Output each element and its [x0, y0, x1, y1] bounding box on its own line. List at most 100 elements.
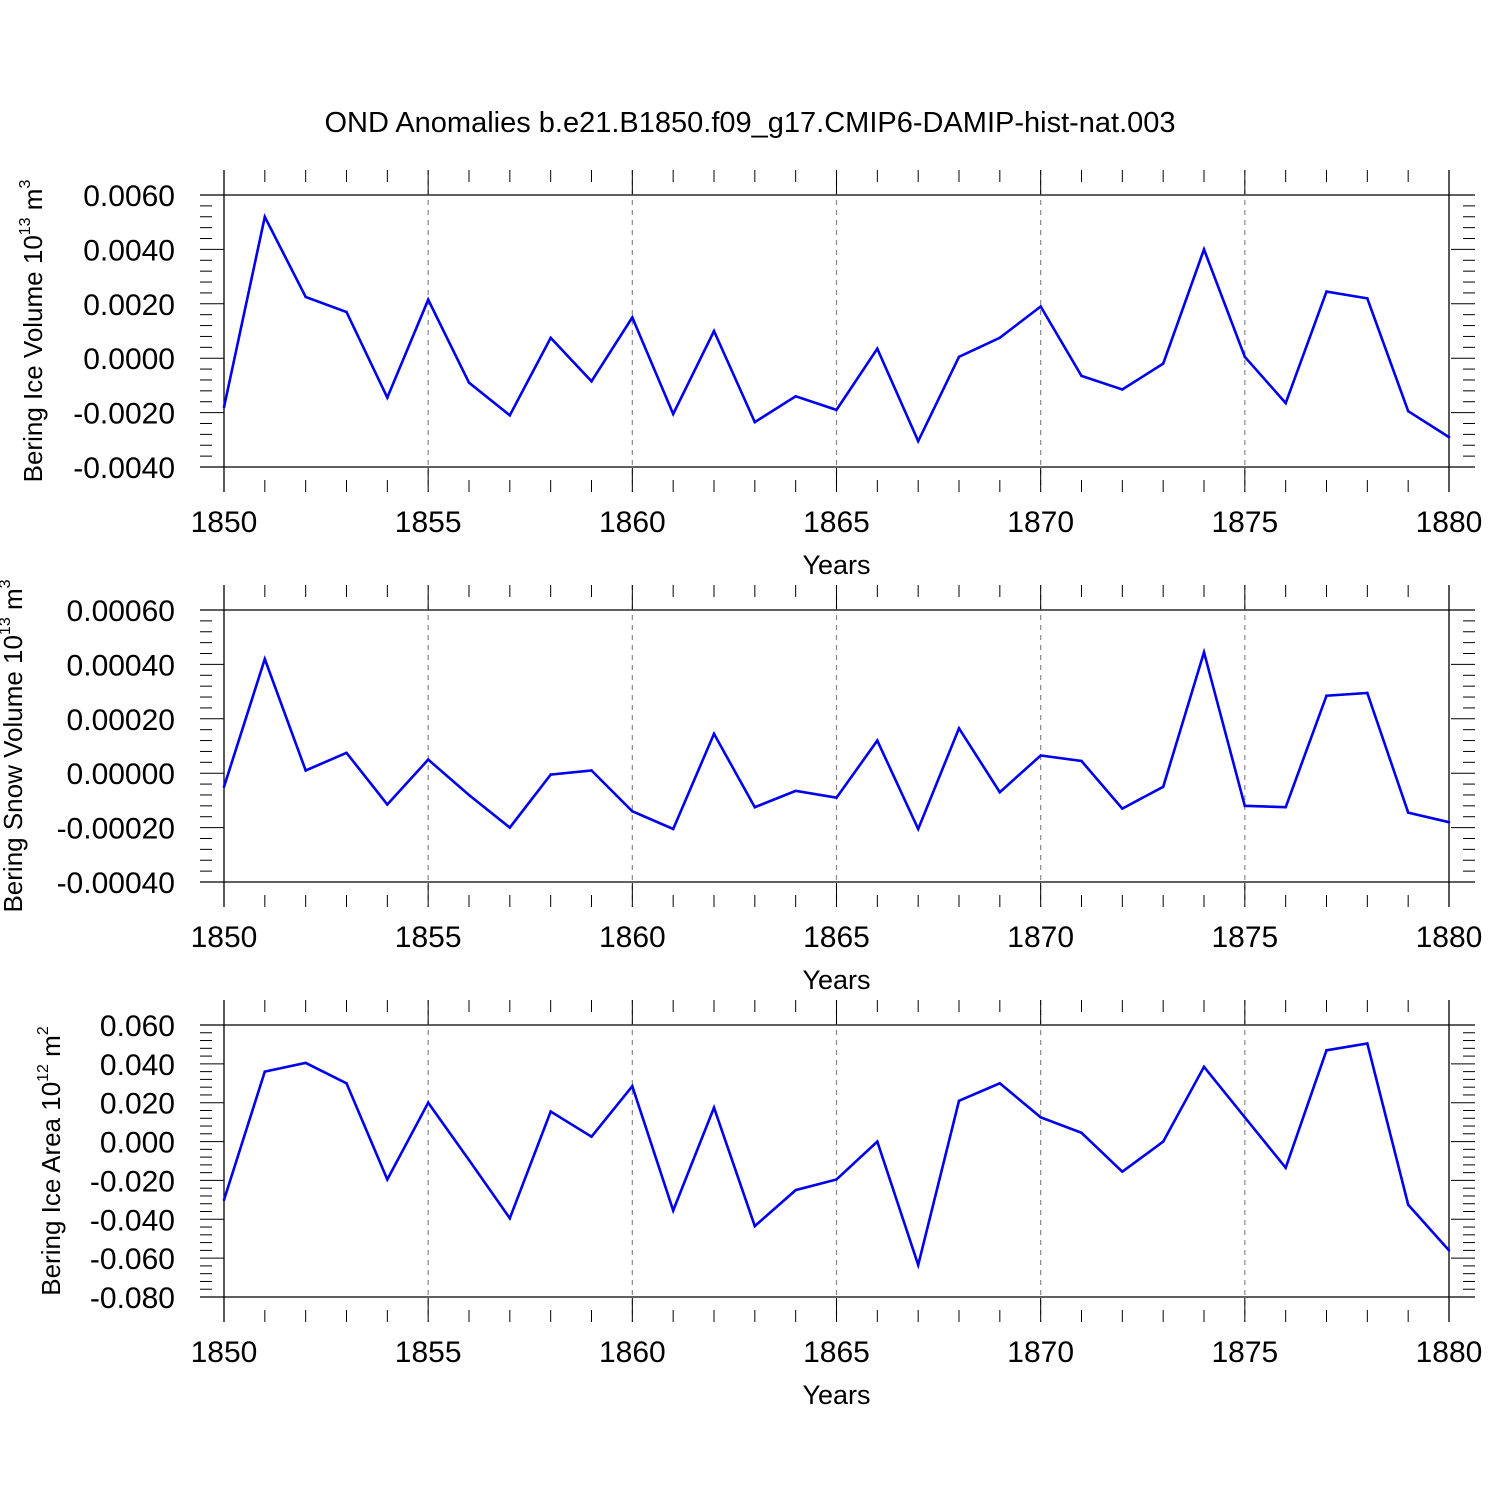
- data-point: [222, 785, 226, 789]
- y-axis-label-exponent: 13: [0, 617, 14, 635]
- data-point: [426, 298, 430, 302]
- data-point: [345, 310, 348, 314]
- data-point: [712, 732, 716, 736]
- y-tick-label: 0.0000: [83, 343, 175, 376]
- y-axis-label-exponent: 13: [17, 217, 34, 235]
- data-point: [1039, 1115, 1042, 1119]
- data-point: [508, 826, 512, 829]
- y-tick-label: -0.0040: [73, 452, 175, 485]
- data-point: [957, 355, 961, 359]
- data-point: [998, 790, 1002, 794]
- data-point: [835, 1178, 838, 1181]
- data-point: [549, 336, 552, 340]
- data-point: [1039, 305, 1042, 308]
- data-point: [631, 316, 634, 319]
- x-tick-label: 1870: [1007, 921, 1074, 954]
- data-point: [222, 405, 226, 409]
- data-point: [835, 408, 838, 412]
- data-point: [1284, 401, 1287, 405]
- x-tick-label: 1880: [1416, 921, 1483, 954]
- x-tick-label: 1870: [1007, 506, 1074, 539]
- y-tick-label: 0.000: [100, 1127, 175, 1160]
- data-point: [835, 796, 838, 799]
- data-point: [916, 439, 920, 443]
- data-point: [1121, 388, 1124, 391]
- data-point: [467, 381, 471, 384]
- data-point: [1325, 290, 1328, 293]
- data-point: [426, 1101, 430, 1105]
- data-point: [916, 827, 920, 831]
- data-point: [671, 827, 675, 831]
- data-point: [1325, 694, 1328, 697]
- y-tick-label: 0.00040: [67, 649, 175, 682]
- x-tick-label: 1855: [395, 921, 462, 954]
- data-point: [1366, 297, 1369, 300]
- data-point: [1406, 811, 1410, 814]
- data-point: [1121, 807, 1124, 810]
- data-point: [1161, 1140, 1165, 1143]
- data-point: [916, 1263, 920, 1267]
- data-point: [631, 1084, 634, 1088]
- x-axis-label: Years: [802, 965, 870, 995]
- data-point: [222, 1198, 226, 1202]
- data-point: [1161, 362, 1165, 365]
- data-point: [1284, 805, 1287, 809]
- data-point: [1080, 759, 1083, 763]
- data-point: [590, 380, 593, 383]
- data-point: [508, 1217, 512, 1220]
- y-tick-label: -0.00040: [57, 867, 175, 900]
- data-point: [753, 1224, 757, 1228]
- data-point: [957, 727, 961, 730]
- y-axis-label-exponent: 12: [35, 1064, 52, 1082]
- y-axis-label-unit: m: [0, 588, 28, 617]
- data-point: [1202, 248, 1206, 251]
- y-tick-label: 0.020: [100, 1088, 175, 1121]
- y-tick-label: 0.0020: [83, 289, 175, 322]
- y-tick-label: 0.00060: [67, 595, 175, 628]
- data-point: [1447, 435, 1451, 439]
- data-point: [549, 773, 552, 776]
- y-tick-label: 0.00000: [67, 758, 175, 791]
- x-tick-label: 1880: [1416, 506, 1483, 539]
- data-point: [876, 739, 879, 742]
- y-axis-label-unit: m: [18, 189, 48, 218]
- data-point: [263, 1070, 267, 1073]
- y-tick-label: -0.020: [90, 1165, 175, 1198]
- data-point: [263, 215, 267, 219]
- data-point: [1121, 1170, 1124, 1173]
- x-tick-label: 1865: [803, 506, 870, 539]
- data-point: [753, 805, 757, 809]
- data-point: [508, 414, 512, 417]
- x-tick-label: 1850: [191, 921, 258, 954]
- data-point: [671, 412, 675, 416]
- data-point: [1161, 785, 1165, 789]
- y-axis-label-unit-exponent: 3: [0, 579, 14, 588]
- y-tick-label: 0.0060: [83, 180, 175, 213]
- data-point: [1243, 804, 1247, 808]
- x-tick-label: 1860: [599, 921, 666, 954]
- data-point: [467, 793, 471, 797]
- data-point: [1202, 1065, 1206, 1069]
- panel-ice-area: 0.060 0.040 0.020 0.000 -0.020 -0.040 -0.060 -0…: [35, 1000, 1482, 1410]
- x-tick-label: 1855: [395, 1336, 462, 1369]
- y-tick-label: -0.060: [90, 1243, 175, 1276]
- data-point: [1202, 650, 1206, 654]
- y-tick-label: -0.040: [90, 1204, 175, 1237]
- data-point: [1406, 409, 1410, 413]
- y-tick-label: -0.0020: [73, 398, 175, 431]
- data-point: [998, 1081, 1002, 1085]
- data-point: [1243, 1115, 1247, 1119]
- data-point: [1325, 1048, 1328, 1052]
- data-point: [467, 1158, 471, 1162]
- y-tick-label: 0.060: [100, 1010, 175, 1043]
- x-axis-label: Years: [802, 1380, 870, 1410]
- x-tick-label: 1865: [803, 921, 870, 954]
- data-point: [304, 1061, 307, 1065]
- data-point: [345, 1081, 348, 1085]
- y-tick-label: 0.00020: [67, 704, 175, 737]
- data-point: [1080, 374, 1083, 378]
- data-point: [263, 657, 267, 661]
- data-point: [426, 758, 430, 761]
- x-tick-label: 1860: [599, 506, 666, 539]
